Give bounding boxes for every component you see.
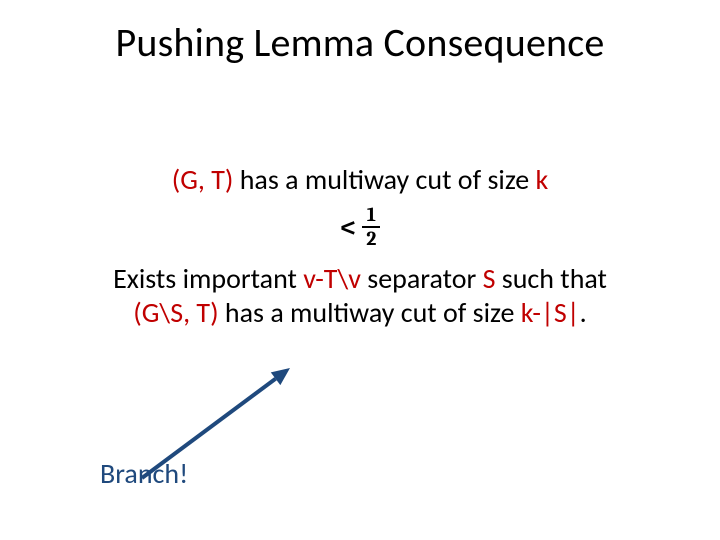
body-t7: has a multiway cut of size — [219, 295, 521, 330]
fraction-den: 2 — [362, 228, 380, 249]
body-kS: k-|S| — [521, 295, 580, 330]
consequence-text: Exists important v-T\v separator S such … — [110, 262, 610, 330]
premise-k: k — [536, 162, 549, 197]
slide-title: Pushing Lemma Consequence — [0, 18, 720, 67]
premise-mid: has a multiway cut of size — [233, 162, 535, 197]
body-t5: such that — [495, 261, 607, 296]
fraction-num: 1 — [362, 205, 380, 228]
body-vTv: v-T\v — [303, 261, 361, 296]
premise-GT: (G, T) — [172, 162, 234, 197]
body-t9: . — [580, 295, 587, 330]
body-S: S — [483, 261, 496, 296]
body-t1: Exists important — [113, 261, 303, 296]
fraction-block: < 1 2 — [0, 205, 720, 249]
body-GST: (G\S, T) — [133, 295, 218, 330]
body-t3: separator — [361, 261, 483, 296]
branch-label: Branch! — [100, 456, 188, 491]
premise-line: (G, T) has a multiway cut of size k — [0, 162, 720, 197]
one-half: 1 2 — [362, 205, 380, 249]
lt-sign: < — [340, 211, 357, 243]
